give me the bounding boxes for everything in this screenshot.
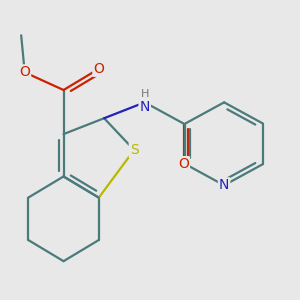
Text: H: H [140, 88, 149, 98]
Text: N: N [219, 178, 229, 192]
Text: S: S [130, 143, 139, 157]
Text: O: O [93, 62, 104, 76]
Text: N: N [140, 100, 150, 114]
Text: O: O [19, 65, 30, 80]
Text: O: O [178, 157, 189, 171]
